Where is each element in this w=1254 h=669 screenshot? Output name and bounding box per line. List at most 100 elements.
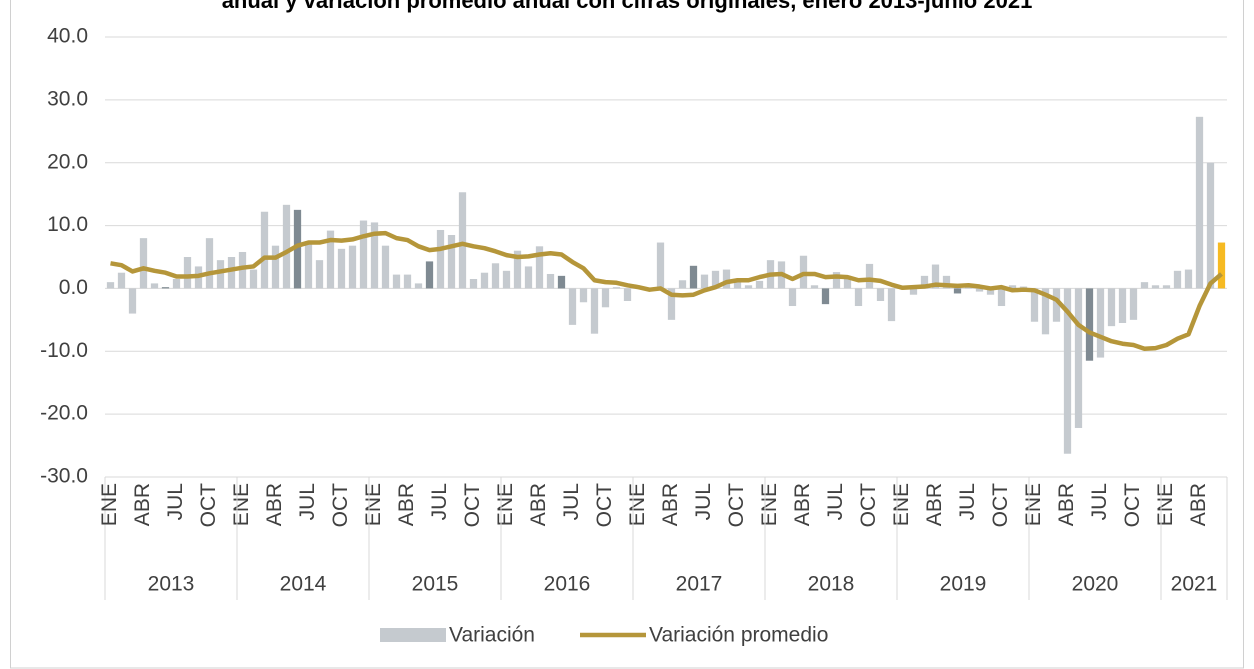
bar [744,285,753,289]
y-tick-label: 20.0 [47,150,88,173]
x-tick-label: ENE [1022,483,1045,526]
x-tick-label: ABR [395,483,418,526]
bar [1107,288,1116,327]
x-tick-label: JUL [692,483,715,520]
bar [1085,288,1094,361]
bar [1206,162,1215,289]
bar [854,288,863,307]
bar [1140,282,1149,289]
x-tick-label: JUL [296,483,319,520]
bar [1074,288,1083,428]
x-tick-label: ABR [923,483,946,526]
bar [1184,269,1193,289]
bar [909,288,918,295]
x-tick-label: ABR [791,483,814,526]
bar [1030,288,1039,322]
x-tick-label: ENE [890,483,913,526]
bar [480,272,489,289]
bar [843,275,852,289]
bar [1162,285,1171,289]
chart-frame [10,0,1244,669]
bar [711,270,720,289]
year-label: 2020 [1072,573,1119,596]
y-tick-label: -30.0 [40,465,88,488]
x-tick-label: ENE [758,483,781,526]
bar [942,275,951,289]
year-label: 2013 [148,573,195,596]
bar [183,257,192,289]
bar [469,279,478,289]
bar [1217,242,1226,289]
legend-label: Variación promedio [649,624,828,647]
bar [403,274,412,289]
bar [326,230,335,289]
bar [557,275,566,289]
x-tick-label: OCT [593,483,616,528]
bar [612,287,621,289]
x-tick-label: JUL [164,483,187,520]
bar [447,235,456,289]
bar [502,270,511,289]
bar [425,261,434,289]
bar [832,272,841,289]
bar [1041,288,1050,335]
x-tick-label: ENE [230,483,253,526]
x-tick-label: ABR [263,483,286,526]
bar [700,274,709,289]
bar [282,204,291,289]
bar [953,288,962,294]
bar [579,288,588,303]
bar [1008,285,1017,289]
bar [128,288,137,314]
bar [524,266,533,289]
x-tick-label: ABR [1187,483,1210,526]
x-tick-label: ABR [131,483,154,526]
year-label: 2019 [940,573,987,596]
x-tick-label: JUL [956,483,979,520]
bar [623,288,632,301]
bar [436,229,445,289]
bar [359,220,368,289]
bar [568,288,577,325]
bar [1096,288,1105,358]
bar [1052,288,1061,322]
legend-label: Variación [449,624,535,647]
bar [293,209,302,289]
bar [381,245,390,289]
bar [1151,285,1160,289]
x-tick-label: ABR [527,483,550,526]
bar [788,288,797,307]
bar [1118,288,1127,323]
bar [1195,116,1204,289]
bar [348,245,357,289]
x-tick-label: ENE [1154,483,1177,526]
bar [172,279,181,289]
bar [1129,288,1138,320]
chart-title: anual y variación promedio anual con cif… [222,0,1033,13]
bar [315,260,324,289]
bar [722,269,731,289]
bar [513,250,522,289]
y-tick-label: -10.0 [40,339,88,362]
bar [601,288,610,308]
bar [150,283,159,289]
bar [238,251,247,289]
y-tick-label: 30.0 [47,87,88,110]
x-tick-label: ENE [98,483,121,526]
bar [535,246,544,289]
bar [414,283,423,289]
x-tick-label: ENE [494,483,517,526]
x-tick-label: OCT [1121,483,1144,528]
bar [458,192,467,289]
year-label: 2018 [808,573,855,596]
bar [1173,270,1182,289]
bar [161,287,170,289]
bar [821,288,830,305]
bar [546,273,555,289]
x-tick-label: JUL [824,483,847,520]
y-tick-label: 0.0 [59,276,88,299]
bar [931,264,940,289]
bar [227,257,236,289]
year-label: 2017 [676,573,723,596]
